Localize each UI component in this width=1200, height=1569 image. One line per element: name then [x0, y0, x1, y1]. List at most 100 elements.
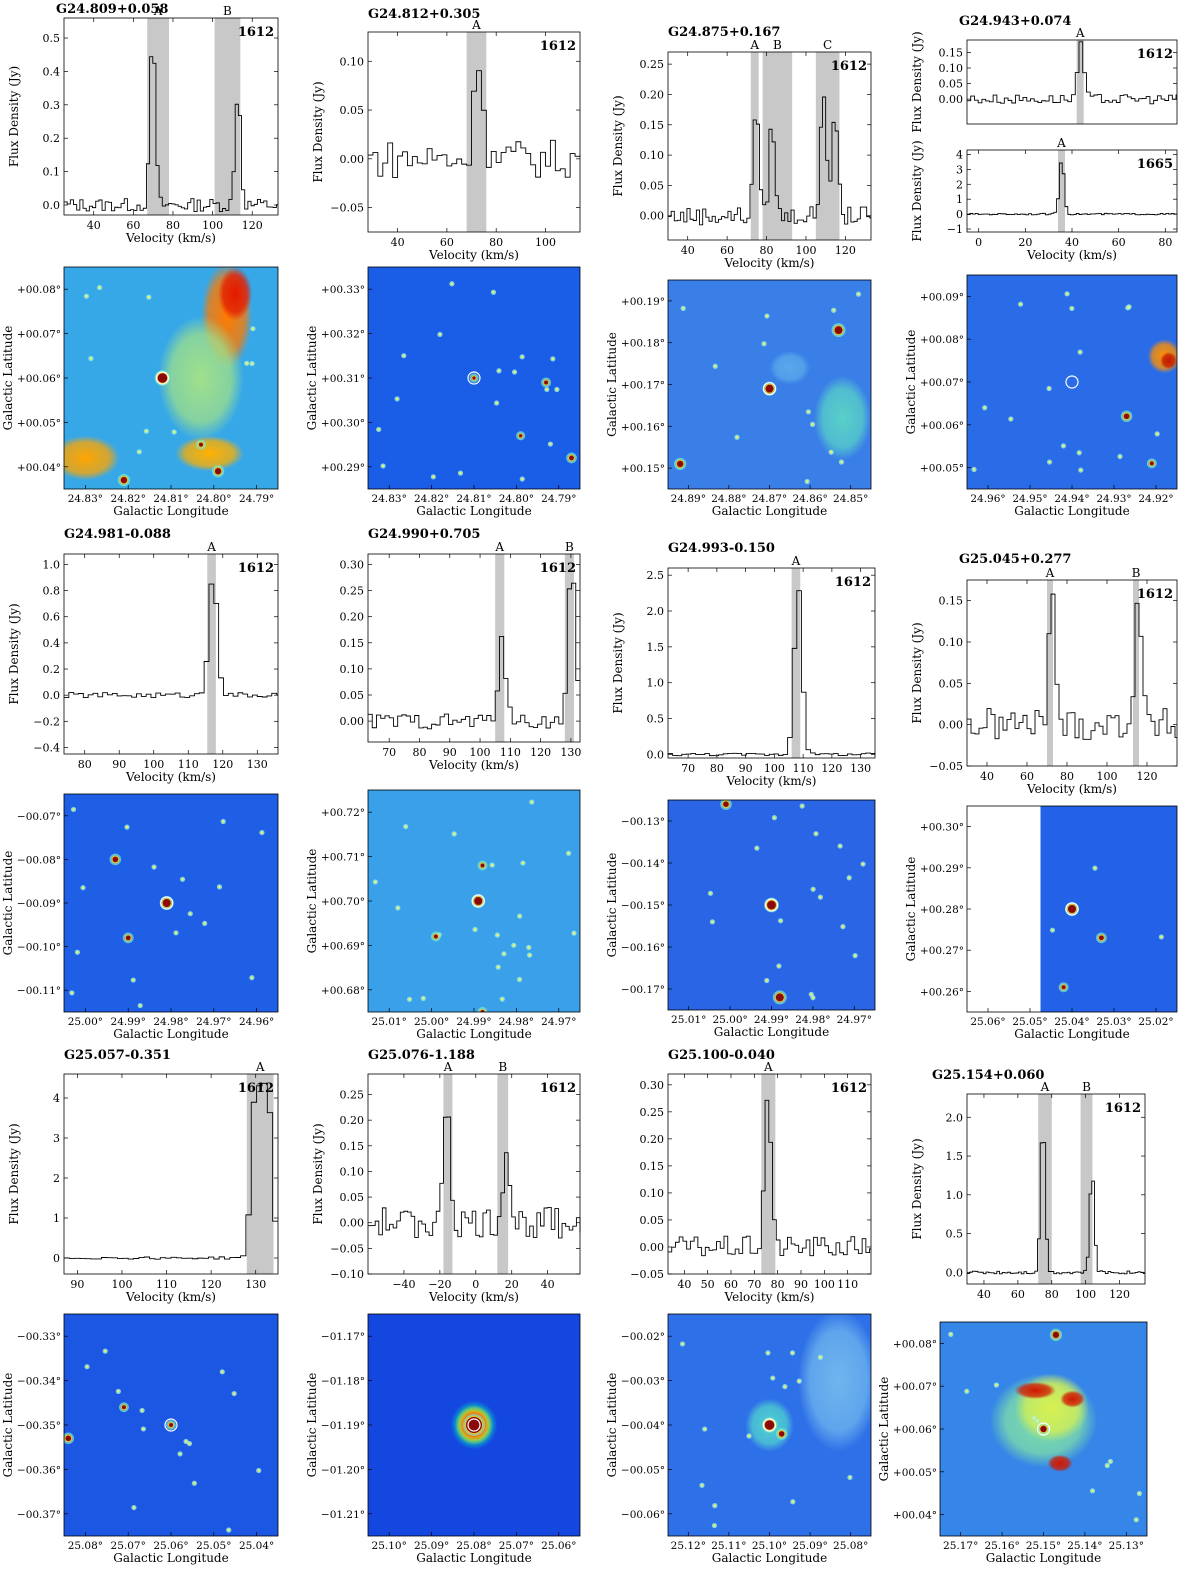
x-tick-label: 40 [980, 770, 994, 783]
field-star-core [551, 357, 555, 361]
y-tick-label: 0.25 [640, 1106, 665, 1119]
y-tick-label: −0.05 [330, 202, 364, 215]
x-tick-label: 60 [440, 236, 454, 249]
mir-image-panel: 25.01° 25.00° 24.99° 24.98° 24.97° −00.17° −00… [605, 799, 876, 1039]
y-tick-label: −00.07° [17, 811, 61, 823]
field-star-core [117, 1390, 120, 1393]
field-star-core [709, 892, 712, 895]
velocity-range-band [443, 1074, 453, 1274]
velocity-range-band [497, 1074, 509, 1274]
y-tick-label: 0.00 [640, 1241, 665, 1254]
y-tick-label: 0.00 [340, 715, 365, 728]
x-tick-label: 80 [489, 236, 503, 249]
field-star-core [181, 878, 184, 881]
x-tick-label: 120 [212, 758, 233, 771]
velocity-range-band [1133, 580, 1139, 766]
x-tick-label: 24.79° [541, 493, 576, 505]
x-tick-label: 100 [535, 236, 556, 249]
x-tick-label: 0 [975, 236, 982, 249]
point-source [65, 1435, 72, 1442]
axes-frame [63, 553, 279, 755]
y-tick-label: 0.3 [43, 99, 61, 112]
y-tick-label: 0.15 [340, 637, 365, 650]
y-tick-label: 0.20 [340, 1114, 365, 1127]
field-star-core [779, 919, 782, 922]
field-star-core [184, 1440, 188, 1443]
field-star-core [81, 886, 85, 889]
y-tick-label: −00.08° [17, 854, 61, 866]
spectrum-line [368, 582, 580, 730]
x-axis-label: Galactic Longitude [416, 1027, 531, 1041]
y-axis-label: Galactic Latitude [904, 857, 918, 962]
field-star-core [765, 979, 768, 982]
y-axis-label: Flux Density (Jy) [910, 622, 924, 723]
source-title: G25.154+0.060 [932, 1068, 1044, 1083]
axes-frame [966, 579, 1178, 767]
x-axis-label: Galactic Longitude [416, 504, 531, 518]
x-tick-label: 130 [560, 746, 581, 759]
velocity-range-band [1058, 150, 1065, 232]
x-tick-label: 120 [1137, 770, 1158, 783]
field-star-core [572, 931, 576, 935]
field-star-core [682, 307, 685, 310]
x-tick-label: 24.94° [1054, 493, 1089, 505]
field-star-core [374, 880, 377, 884]
x-axis-label: Galactic Longitude [986, 1551, 1101, 1565]
x-tick-label: 20 [1018, 236, 1032, 249]
velocity-range-band [761, 1074, 776, 1274]
field-star-core [857, 292, 860, 296]
source-title: G24.990+0.705 [368, 527, 480, 542]
field-star-core [1047, 387, 1051, 390]
field-star-core [1065, 292, 1069, 296]
x-tick-label: 25.14° [1067, 1540, 1102, 1552]
field-star-core [555, 388, 559, 391]
source-title: G25.100-0.040 [668, 1048, 775, 1063]
velocity-range-label: C [823, 38, 832, 52]
x-tick-label: 120 [835, 244, 856, 257]
x-tick-label: 24.88° [711, 493, 746, 505]
y-tick-label: 0.25 [340, 585, 365, 598]
axes-frame [667, 567, 876, 759]
x-tick-label: 50 [701, 1278, 715, 1291]
y-axis-label: Galactic Latitude [605, 853, 619, 958]
maser-position-marker [1065, 902, 1079, 916]
source-title: G24.809+0.058 [56, 2, 168, 17]
emission-cloud [1014, 1381, 1056, 1400]
field-star-core [765, 314, 769, 318]
spectrum-line [64, 1082, 278, 1260]
field-star-core [949, 1333, 952, 1336]
x-tick-label: 25.09° [414, 1540, 449, 1552]
field-star-core [497, 369, 501, 372]
maser-position-marker [1065, 375, 1079, 389]
y-tick-label: −00.14° [621, 858, 665, 870]
x-tick-label: 24.96° [970, 493, 1005, 505]
field-star-core [512, 944, 515, 947]
emission-cloud [175, 435, 244, 472]
field-star-core [227, 1528, 230, 1532]
y-tick-label: +00.08° [893, 1338, 937, 1350]
emission-cloud [1047, 1454, 1073, 1472]
field-star-core [257, 1469, 260, 1472]
axes-frame [667, 1073, 872, 1275]
y-tick-label: 2 [53, 1172, 60, 1185]
x-axis-label: Velocity (km/s) [125, 231, 216, 245]
y-tick-label: 0.10 [340, 1165, 365, 1178]
y-tick-label: 0.05 [340, 104, 365, 117]
x-tick-label: 20 [505, 1278, 519, 1291]
field-star-core [549, 442, 552, 446]
field-star-core [1078, 451, 1081, 454]
y-tick-label: 0.10 [340, 55, 365, 68]
x-axis-label: Velocity (km/s) [125, 1290, 216, 1304]
field-star-core [174, 931, 178, 935]
point-source [1099, 935, 1104, 941]
y-tick-label: −00.36° [17, 1464, 61, 1476]
point-source [775, 993, 784, 1002]
x-tick-label: 80 [1060, 770, 1074, 783]
x-tick-label: 90 [70, 1278, 84, 1291]
y-tick-label: 0.5 [946, 1228, 964, 1241]
transition-label: 1612 [238, 561, 274, 576]
x-tick-label: 70 [382, 746, 396, 759]
spectrum-line [967, 1142, 1145, 1275]
spectrum-panel: 40 60 80 100 −0.05 0.00 0.05 0.10 Velocity (km/s… [311, 7, 581, 262]
x-tick-label: 24.97° [541, 1016, 576, 1028]
